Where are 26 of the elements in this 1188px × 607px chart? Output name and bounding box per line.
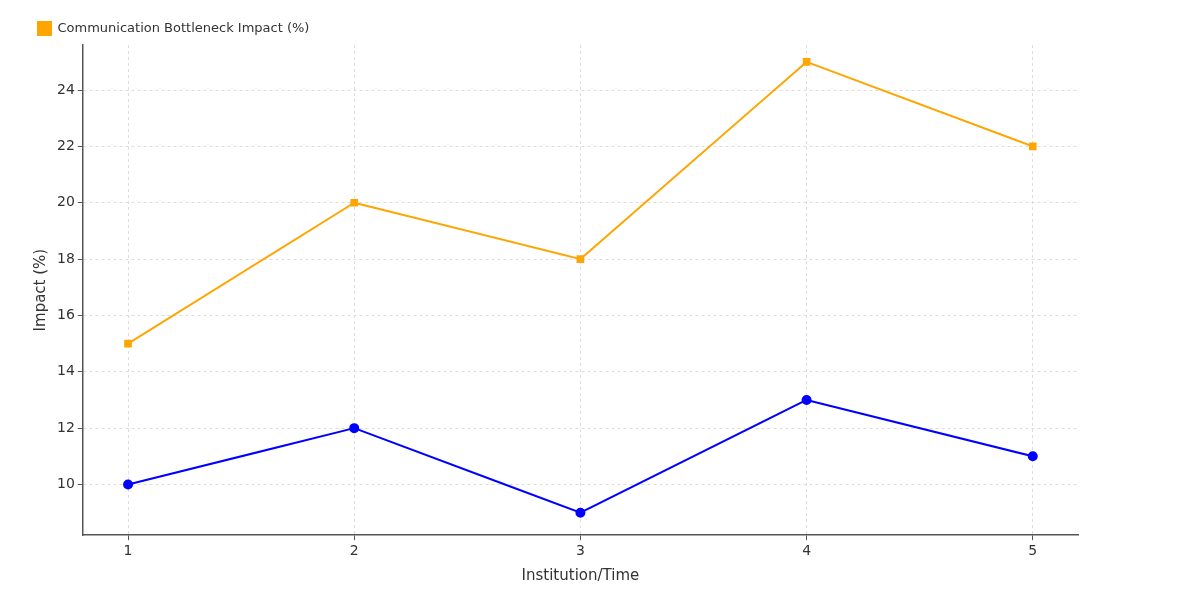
y-tick-label: 14 xyxy=(56,362,75,379)
y-tick-label: 20 xyxy=(56,193,75,210)
y-tick-label: 18 xyxy=(56,249,75,266)
x-tick-label: 4 xyxy=(802,542,812,559)
point xyxy=(350,198,359,207)
point xyxy=(802,58,811,66)
x-tick-label: 1 xyxy=(123,542,133,559)
point xyxy=(801,394,812,405)
y-tick-label: 22 xyxy=(56,137,75,154)
point xyxy=(575,507,586,518)
x-tick-label: 2 xyxy=(349,542,359,559)
point xyxy=(1027,451,1038,462)
y-axis-title: Impact (%) xyxy=(30,248,49,332)
point xyxy=(576,255,585,263)
point xyxy=(123,479,134,490)
y-tick-label: 12 xyxy=(56,418,75,435)
point xyxy=(349,423,360,434)
point xyxy=(1028,142,1037,151)
x-tick-label: 3 xyxy=(575,542,585,559)
legend-label: Communication Bottleneck Impact (%) xyxy=(57,19,310,35)
y-tick-label: 24 xyxy=(56,80,75,97)
y-tick-label: 16 xyxy=(56,306,75,323)
point xyxy=(124,339,132,348)
x-axis-title: Institution/Time xyxy=(521,565,640,584)
x-tick-label: 5 xyxy=(1028,542,1038,559)
y-tick-label: 10 xyxy=(56,475,75,492)
